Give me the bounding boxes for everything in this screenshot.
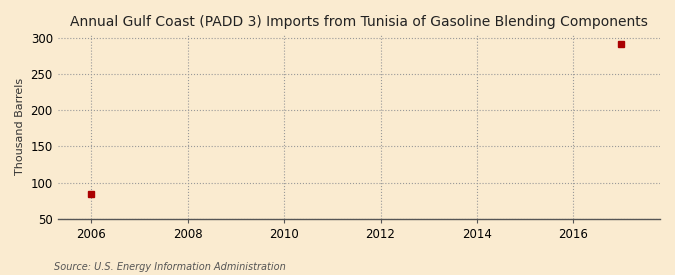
Title: Annual Gulf Coast (PADD 3) Imports from Tunisia of Gasoline Blending Components: Annual Gulf Coast (PADD 3) Imports from … — [70, 15, 648, 29]
Text: Source: U.S. Energy Information Administration: Source: U.S. Energy Information Administ… — [54, 262, 286, 272]
Y-axis label: Thousand Barrels: Thousand Barrels — [15, 78, 25, 175]
